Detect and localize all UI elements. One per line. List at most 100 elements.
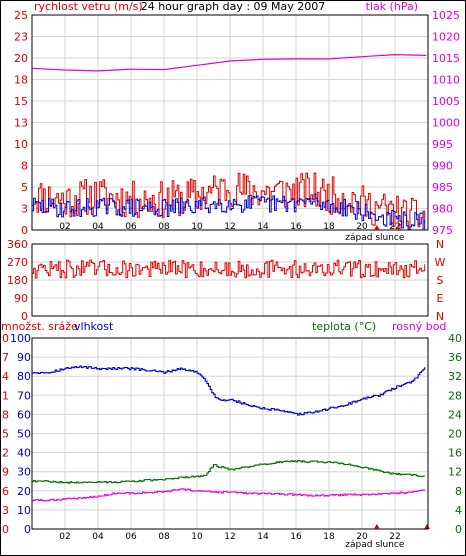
wind-direction-tick-label: 270: [7, 256, 28, 269]
hour-tick-label: 14: [257, 222, 269, 232]
wind-speed-tick-label: 23: [14, 31, 28, 44]
hour-tick-label: 16: [290, 532, 302, 542]
hour-tick-label: 08: [158, 532, 170, 542]
temperature-tick-label: 36: [448, 351, 462, 364]
humidity-tick-label: 60: [17, 408, 31, 421]
panel-1-frame: [31, 14, 429, 231]
panel-2-frame: [31, 243, 429, 317]
wind-direction-tick-label: 0: [21, 310, 28, 323]
hour-tick-label: 16: [290, 222, 302, 232]
rain-tick-label: 30: [0, 332, 9, 345]
rain-tick-label: 9: [2, 466, 9, 479]
compass-letter: N: [436, 310, 444, 323]
temperature-tick-label: 8: [455, 485, 462, 498]
panel-3-frame: [31, 337, 429, 530]
humidity-tick-label: 50: [17, 428, 31, 441]
hour-tick-label: 02: [59, 532, 70, 542]
end-marker: [424, 524, 430, 529]
humidity-tick-label: 0: [24, 523, 31, 536]
hour-tick-label: 22: [389, 532, 400, 542]
rain-ticks: 0 3 6 9 12 15 18 21 24 27 30: [0, 332, 9, 536]
wind-speed-ticks: 0 3 5 8 10 13 15 18 20 23 25: [14, 9, 28, 237]
pressure-tick-label: 1005: [432, 95, 460, 108]
wind-speed-tick-label: 13: [14, 117, 28, 130]
wind-speed-tick-label: 3: [21, 203, 28, 216]
wind-speed-tick-label: 10: [14, 138, 28, 151]
rain-tick-label: 24: [0, 370, 9, 383]
rain-tick-label: 12: [0, 447, 9, 460]
temperature-tick-label: 24: [448, 408, 462, 421]
rain-tick-label: 15: [0, 428, 9, 441]
temperature-ticks: 0 4 8 12 16 20 24 28 32 36 40: [448, 332, 462, 536]
rain-tick-label: 6: [2, 485, 9, 498]
rain-tick-label: 3: [2, 504, 9, 517]
pressure-ticks: 975 980 985 990 995 1000 1005 1010 1015 1020 1025: [432, 9, 460, 237]
hour-tick-label: 10: [191, 532, 203, 542]
pressure-tick-label: 1025: [432, 9, 460, 22]
rain-tick-label: 27: [0, 351, 9, 364]
pressure-tick-label: 985: [432, 181, 453, 194]
hour-tick-label: 18: [323, 222, 335, 232]
hour-tick-label: 12: [224, 222, 235, 232]
panel-3-grid: [32, 338, 428, 529]
panel-2-grid: [32, 244, 428, 316]
humidity-tick-label: 30: [17, 466, 31, 479]
wind-speed-tick-label: 5: [21, 181, 28, 194]
pressure-tick-label: 995: [432, 138, 453, 151]
hour-tick-label: 14: [257, 532, 269, 542]
temperature-tick-label: 20: [448, 428, 462, 441]
wind-direction-tick-label: 180: [7, 274, 28, 287]
humidity-tick-label: 20: [17, 485, 31, 498]
rain-tick-label: 0: [2, 523, 9, 536]
hour-tick-label: 18: [323, 532, 335, 542]
panel-wind-pressure: rychlost vetru (m/s) 24 hour graph day :…: [14, 0, 460, 243]
wind-speed-tick-label: 25: [14, 9, 28, 22]
compass-letter: W: [435, 256, 446, 269]
pressure-tick-label: 980: [432, 203, 453, 216]
humidity-tick-label: 70: [17, 389, 31, 402]
panel-1-series: [31, 53, 427, 231]
wind-direction-tick-label: 90: [14, 292, 28, 305]
dew-point-axis-label: rosný bod: [392, 320, 446, 333]
humidity-ticks: 0 10 20 30 40 50 60 70 80 90 100: [10, 332, 31, 536]
pressure-tick-label: 975: [432, 224, 453, 237]
temperature-line: [32, 460, 426, 484]
hour-tick-label: 10: [191, 222, 203, 232]
wind-speed-tick-label: 8: [21, 160, 28, 173]
temperature-tick-label: 16: [448, 447, 462, 460]
rain-axis-label: množst. sráže: [1, 320, 78, 333]
wind-direction-ticks: 360 270 180 90 0: [7, 238, 28, 323]
wind-speed-tick-label: 15: [14, 95, 28, 108]
panel-3-series: [32, 365, 430, 529]
hour-tick-label: 12: [224, 532, 235, 542]
hour-tick-label: 06: [125, 222, 137, 232]
hour-tick-label: 04: [92, 532, 104, 542]
wind-direction-line: [32, 259, 426, 279]
pressure-tick-label: 1010: [432, 74, 460, 87]
wind-speed-line: [32, 193, 426, 231]
temperature-tick-label: 40: [448, 332, 462, 345]
rain-tick-label: 21: [0, 389, 9, 402]
compass-letter: S: [437, 274, 444, 287]
temperature-tick-label: 28: [448, 389, 462, 402]
wind-speed-tick-label: 20: [14, 52, 28, 65]
chart-title: 24 hour graph day : 09 May 2007: [141, 0, 326, 13]
compass-letter: N: [436, 238, 444, 251]
pressure-tick-label: 1015: [432, 52, 460, 65]
pressure-axis-label: tlak (hPa): [366, 0, 418, 13]
sunset-marker: [373, 225, 380, 230]
sunset-annotation-bottom: západ slunce: [345, 540, 405, 550]
wind-speed-axis-label: rychlost vetru (m/s): [34, 0, 143, 13]
hour-tick-label: 06: [125, 532, 137, 542]
pressure-tick-label: 990: [432, 160, 453, 173]
temperature-tick-label: 0: [455, 523, 462, 536]
humidity-axis-label: vlhkost: [74, 320, 114, 333]
compass-letter: E: [437, 292, 444, 305]
sunset-annotation: západ slunce: [345, 233, 405, 243]
wind-direction-tick-label: 360: [7, 238, 28, 251]
humidity-line: [32, 365, 426, 416]
temperature-axis-label: teplota (°C): [312, 320, 376, 333]
